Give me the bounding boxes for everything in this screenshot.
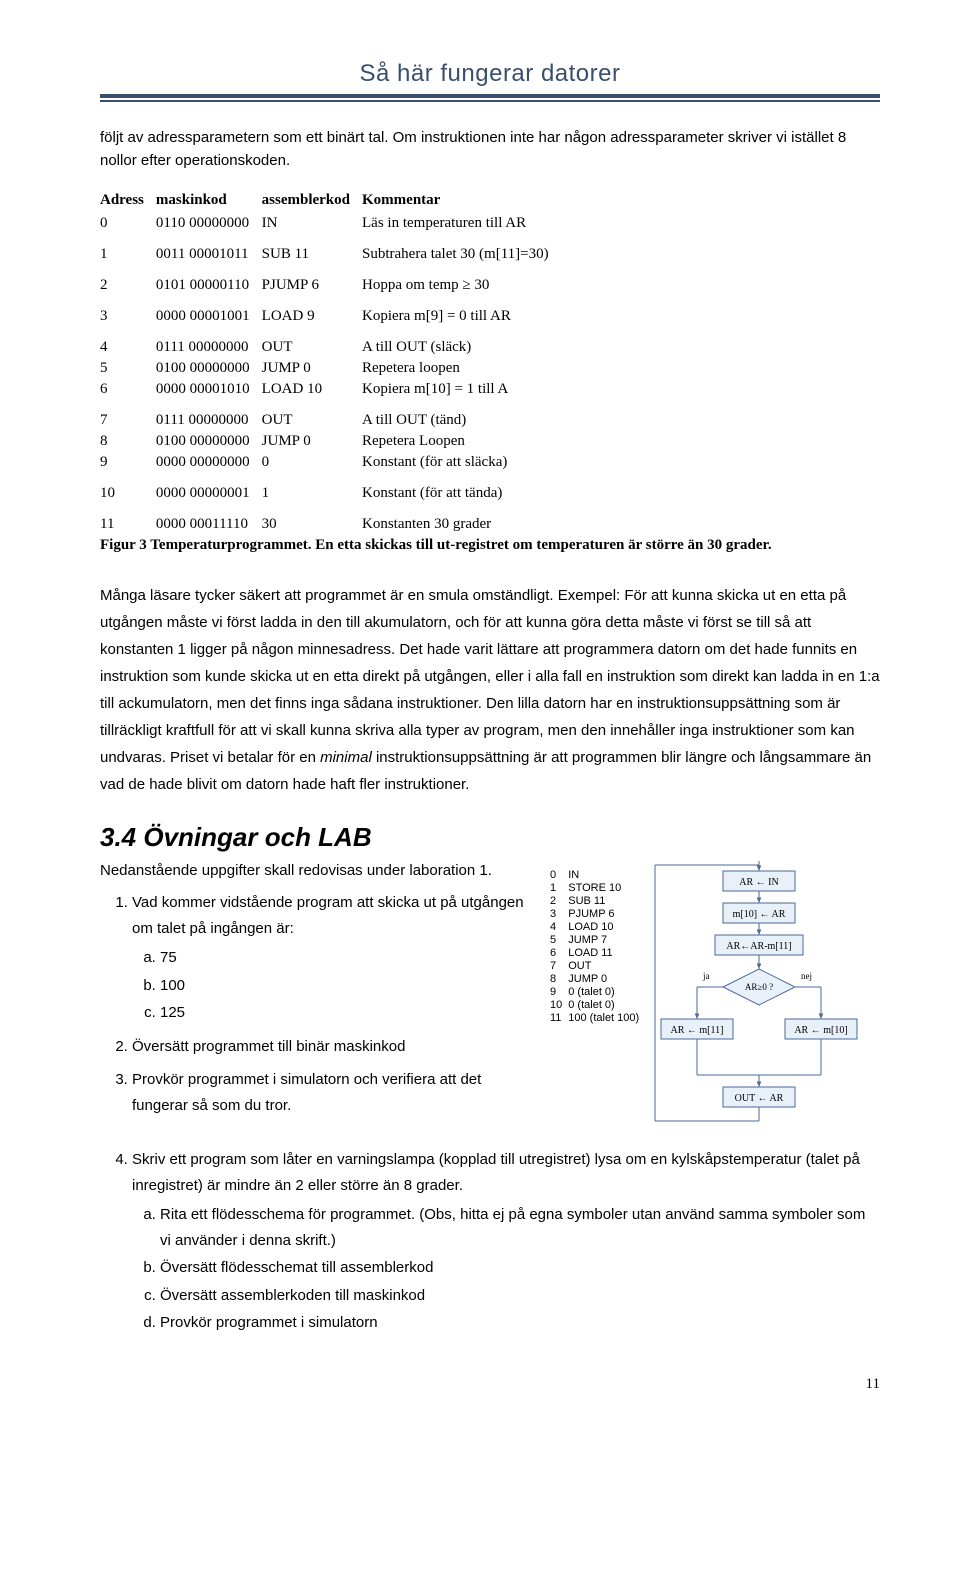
svg-text:AR ← IN: AR ← IN [739, 877, 778, 888]
exercise-4-text: Skriv ett program som låter en varningsl… [132, 1151, 860, 1194]
exercise-list-cont: Skriv ett program som låter en varningsl… [100, 1147, 880, 1336]
exercise-4b: Översätt flödesschemat till assemblerkod [160, 1255, 880, 1281]
exercise-1a: 75 [160, 945, 526, 971]
svg-text:ja: ja [702, 971, 710, 981]
table-header: maskinkod [156, 190, 262, 213]
table-header: assemblerkod [262, 190, 362, 213]
title-rule-thin [100, 100, 880, 102]
exercise-1c: 125 [160, 1000, 526, 1026]
exercise-4a: Rita ett flödesschema för programmet. (O… [160, 1202, 880, 1253]
svg-text:m[10] ← AR: m[10] ← AR [733, 909, 786, 920]
table-row: 10011 00001011SUB 11Subtrahera talet 30 … [100, 244, 561, 265]
para-part1: Många läsare tycker säkert att programme… [100, 587, 880, 766]
flowchart-diagram: AR ← IN m[10] ← AR AR←AR-m[11] AR≥0 ? ja nej A… [649, 859, 869, 1139]
flow-prog-row: 6LOAD 11 [550, 947, 645, 960]
svg-text:nej: nej [801, 971, 812, 981]
flow-prog-row: 4LOAD 10 [550, 921, 645, 934]
table-row: 80100 00000000JUMP 0Repetera Loopen [100, 431, 561, 452]
main-paragraph: Många läsare tycker säkert att programme… [100, 582, 880, 798]
flow-prog-row: 8JUMP 0 [550, 973, 645, 986]
table-row: 30000 00001001LOAD 9Kopiera m[9] = 0 til… [100, 306, 561, 327]
flow-prog-row: 7OUT [550, 960, 645, 973]
flow-prog-row: 0IN [550, 869, 645, 882]
flowchart-program: 0IN1STORE 102SUB 113PJUMP 64LOAD 105JUMP… [550, 869, 645, 1025]
table-header: Kommentar [362, 190, 561, 213]
flow-prog-row: 2SUB 11 [550, 895, 645, 908]
table-row: 100000 000000011Konstant (för att tända) [100, 483, 561, 504]
svg-text:AR≥0 ?: AR≥0 ? [745, 982, 773, 992]
table-row: 40111 00000000OUTA till OUT (släck) [100, 337, 561, 358]
exercise-4c: Översätt assemblerkoden till maskinkod [160, 1283, 880, 1309]
table-row: 90000 000000000Konstant (för att släcka) [100, 452, 561, 473]
exercise-1-text: Vad kommer vidstående program att skicka… [132, 894, 524, 937]
exercise-intro: Nedanstående uppgifter skall redovisas u… [100, 859, 526, 882]
svg-text:OUT ← AR: OUT ← AR [735, 1093, 784, 1104]
title-rule-thick [100, 94, 880, 98]
page-number: 11 [100, 1376, 880, 1393]
page-title: Så här fungerar datorer [100, 60, 880, 88]
flow-prog-row: 1STORE 10 [550, 882, 645, 895]
table-row: 20101 00000110PJUMP 6Hoppa om temp ≥ 30 [100, 275, 561, 296]
svg-text:AR←AR-m[11]: AR←AR-m[11] [727, 941, 792, 952]
exercise-2: Översätt programmet till binär maskinkod [132, 1034, 526, 1060]
flow-prog-row: 100 (talet 0) [550, 999, 645, 1012]
table-row: 60000 00001010LOAD 10Kopiera m[10] = 1 t… [100, 379, 561, 400]
flow-prog-row: 11100 (talet 100) [550, 1012, 645, 1025]
flow-prog-row: 3PJUMP 6 [550, 908, 645, 921]
exercise-3: Provkör programmet i simulatorn och veri… [132, 1067, 526, 1118]
table-row: 50100 00000000JUMP 0Repetera loopen [100, 358, 561, 379]
flow-prog-row: 90 (talet 0) [550, 986, 645, 999]
exercise-1b: 100 [160, 973, 526, 999]
section-heading: 3.4 Övningar och LAB [100, 822, 880, 853]
intro-paragraph: följt av adressparametern som ett binärt… [100, 126, 880, 173]
table-row: 00110 00000000INLäs in temperaturen till… [100, 213, 561, 234]
svg-text:AR ← m[11]: AR ← m[11] [671, 1025, 724, 1036]
table-row: 110000 0001111030Konstanten 30 grader [100, 514, 561, 535]
exercise-4: Skriv ett program som låter en varningsl… [132, 1147, 880, 1336]
exercise-4d: Provkör programmet i simulatorn [160, 1310, 880, 1336]
exercise-1: Vad kommer vidstående program att skicka… [132, 890, 526, 1026]
exercise-list: Vad kommer vidstående program att skicka… [100, 890, 526, 1118]
para-italic: minimal [320, 749, 372, 766]
svg-text:AR ← m[10]: AR ← m[10] [795, 1025, 848, 1036]
table-row: 70111 00000000OUTA till OUT (tänd) [100, 410, 561, 431]
flow-prog-row: 5JUMP 7 [550, 934, 645, 947]
figure-caption: Figur 3 Temperaturprogrammet. En etta sk… [100, 537, 880, 554]
table-header: Adress [100, 190, 156, 213]
instruction-table: AdressmaskinkodassemblerkodKommentar 001… [100, 190, 561, 535]
